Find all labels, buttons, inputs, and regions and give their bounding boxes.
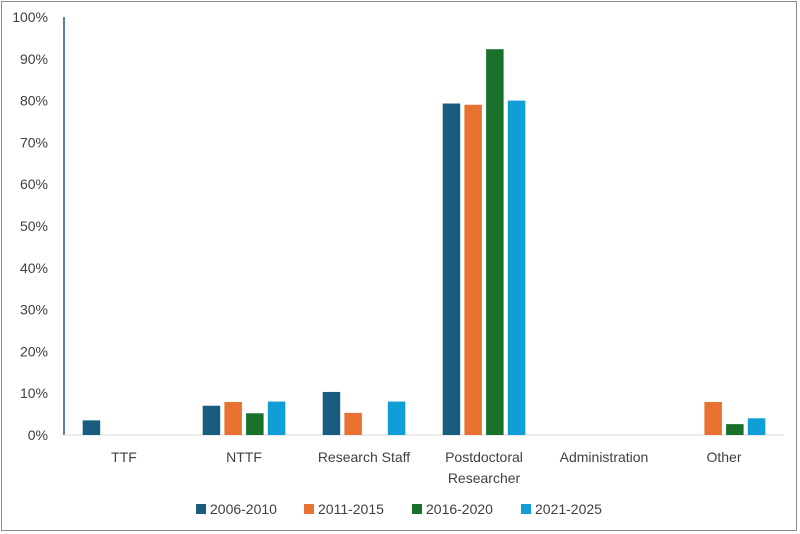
bar-2021-2025-research-staff <box>387 401 406 435</box>
x-category-label-line: Administration <box>560 449 649 465</box>
y-tick-label: 50% <box>20 218 48 234</box>
x-category-label: NTTF <box>226 449 262 465</box>
legend-swatch-2011-2015 <box>304 504 314 514</box>
x-category-label: Research Staff <box>318 449 410 465</box>
bar-2016-2020-other <box>726 424 744 435</box>
y-tick-label: 60% <box>20 176 48 192</box>
y-tick-label: 10% <box>20 385 48 401</box>
bar-2006-2010-research-staff <box>322 391 341 435</box>
x-category-label-line: NTTF <box>226 449 262 465</box>
x-category-label: Postdoctoral Researcher <box>445 449 523 486</box>
x-category-label-line: Researcher <box>448 470 521 486</box>
bar-2021-2025-postdoctoral-researcher <box>507 100 526 435</box>
legend: 2006-2010 2011-2015 2016-2020 2021-2025 <box>196 501 602 517</box>
bar-2011-2015-research-staff <box>344 412 362 435</box>
bar-2021-2025-nttf <box>267 401 286 435</box>
bar-2016-2020-nttf <box>246 413 264 435</box>
x-category-label-line: Other <box>706 449 741 465</box>
y-tick-label: 40% <box>20 260 48 276</box>
bar-2011-2015-postdoctoral-researcher <box>464 104 482 435</box>
y-tick-label: 0% <box>28 427 48 443</box>
y-tick-label: 80% <box>20 93 48 109</box>
bar-2006-2010-ttf <box>82 420 101 435</box>
bar-2016-2020-postdoctoral-researcher <box>486 49 504 435</box>
legend-swatch-2021-2025 <box>521 504 531 514</box>
legend-label: 2021-2025 <box>535 501 602 517</box>
x-category-label-line: Postdoctoral <box>445 449 523 465</box>
x-category-label: TTF <box>111 449 137 465</box>
bar-2011-2015-other <box>704 401 722 435</box>
legend-swatch-2016-2020 <box>412 504 422 514</box>
bar-2006-2010-postdoctoral-researcher <box>442 103 461 435</box>
x-axis-category-labels: TTF NTTF Research Staff Postdoctoral Researc… <box>111 449 742 486</box>
y-axis-tick-labels: 0% 10% 20% 30% 40% 50% 60% 70% 80% 90% 100% <box>12 9 48 443</box>
legend-swatch-2006-2010 <box>196 504 206 514</box>
y-tick-label: 20% <box>20 343 48 359</box>
legend-label: 2006-2010 <box>210 501 277 517</box>
x-category-label-line: TTF <box>111 449 137 465</box>
bar-2021-2025-other <box>747 418 766 435</box>
x-category-label: Other <box>706 449 741 465</box>
x-category-label: Administration <box>560 449 649 465</box>
x-category-label-line: Research Staff <box>318 449 410 465</box>
y-tick-label: 30% <box>20 302 48 318</box>
y-tick-label: 70% <box>20 134 48 150</box>
y-tick-label: 90% <box>20 51 48 67</box>
bar-2011-2015-nttf <box>224 401 242 435</box>
y-tick-label: 100% <box>12 9 48 25</box>
legend-label: 2011-2015 <box>318 501 384 517</box>
bar-2006-2010-nttf <box>202 405 221 435</box>
legend-label: 2016-2020 <box>426 501 493 517</box>
bars <box>82 49 766 435</box>
